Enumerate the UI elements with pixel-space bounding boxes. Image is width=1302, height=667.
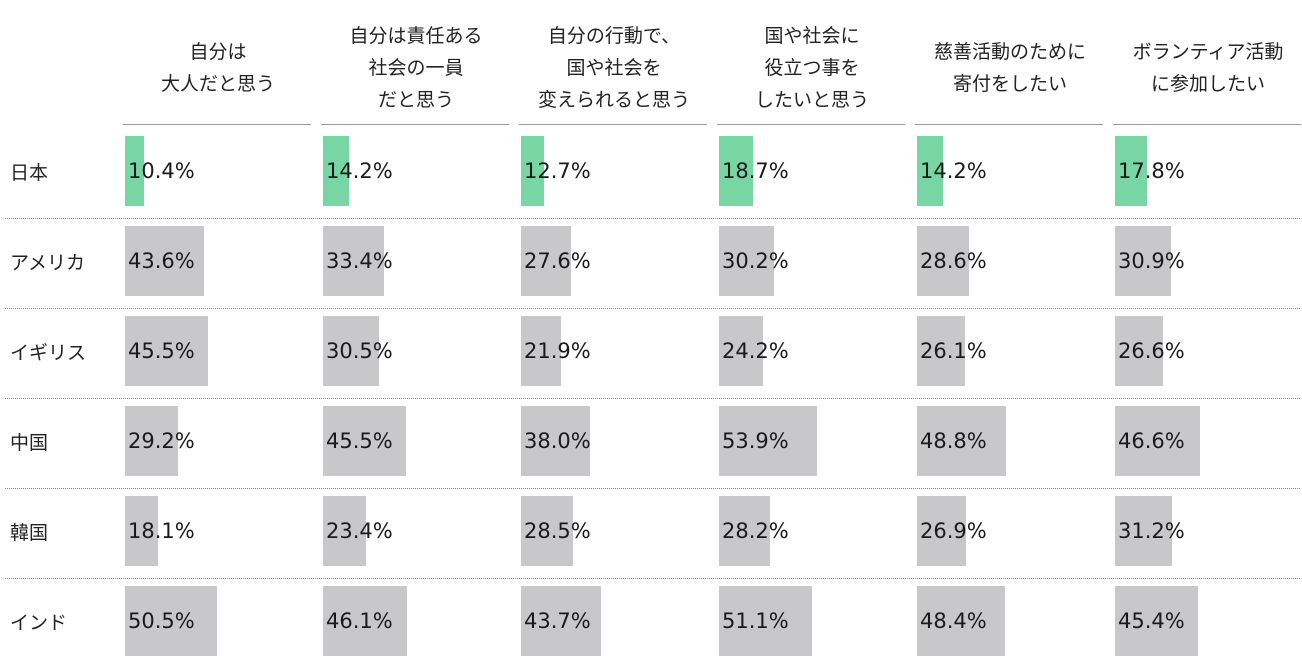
row-label: 中国 [10, 431, 49, 454]
data-label: 43.7% [524, 609, 591, 633]
column-header-rule [915, 124, 1103, 125]
bar [719, 136, 753, 206]
bar [719, 586, 812, 656]
data-label: 53.9% [722, 429, 789, 453]
data-label: 12.7% [524, 159, 591, 183]
data-label: 27.6% [524, 249, 591, 273]
data-label: 29.2% [128, 429, 195, 453]
data-label: 14.2% [326, 159, 393, 183]
bar [323, 316, 379, 386]
data-label: 18.1% [128, 519, 195, 543]
data-label: 45.5% [326, 429, 393, 453]
row-label: 韓国 [10, 521, 49, 544]
bar [1115, 406, 1200, 476]
column-header-rule [123, 124, 311, 125]
bar [917, 586, 1005, 656]
bar [323, 406, 406, 476]
data-label: 24.2% [722, 339, 789, 363]
bar [1115, 316, 1163, 386]
bar [125, 496, 158, 566]
bar [125, 316, 208, 386]
bar [521, 226, 571, 296]
bar [323, 496, 366, 566]
data-label: 45.5% [128, 339, 195, 363]
data-label: 31.2% [1118, 519, 1185, 543]
data-label: 46.6% [1118, 429, 1185, 453]
bar [917, 496, 966, 566]
bar [719, 316, 763, 386]
bar [1115, 496, 1172, 566]
bar [323, 136, 349, 206]
row-label: 日本 [10, 161, 49, 184]
row-label: インド [10, 611, 68, 634]
data-label: 30.2% [722, 249, 789, 273]
column-header-rule [321, 124, 509, 125]
data-label: 17.8% [1118, 159, 1185, 183]
data-label: 28.6% [920, 249, 987, 273]
bar [125, 586, 217, 656]
bar [125, 226, 204, 296]
bar [521, 586, 601, 656]
column-header: 国や社会に 役立つ事を したいと思う [754, 25, 869, 111]
column-header: 自分は 大人だと思う [160, 41, 275, 95]
column-header: 自分は責任ある 社会の一員 だと思う [349, 25, 483, 111]
row-separator [5, 218, 1300, 219]
column-header: ボランティア活動 に参加したい [1132, 41, 1284, 95]
row-label: アメリカ [10, 251, 86, 274]
data-label: 33.4% [326, 249, 393, 273]
column-header-rule [717, 124, 905, 125]
bar [125, 136, 144, 206]
bar [521, 406, 590, 476]
data-label: 10.4% [128, 159, 195, 183]
data-label: 14.2% [920, 159, 987, 183]
data-label: 43.6% [128, 249, 195, 273]
bar [1115, 226, 1171, 296]
row-separator [5, 488, 1300, 489]
data-label: 23.4% [326, 519, 393, 543]
data-label: 48.8% [920, 429, 987, 453]
bar [917, 316, 965, 386]
data-label: 46.1% [326, 609, 393, 633]
bar [125, 406, 178, 476]
row-separator [5, 578, 1300, 579]
row-label: イギリス [10, 341, 87, 364]
data-label: 30.5% [326, 339, 393, 363]
data-label: 51.1% [722, 609, 789, 633]
data-label: 26.6% [1118, 339, 1185, 363]
data-label: 48.4% [920, 609, 987, 633]
bar [521, 136, 544, 206]
data-label: 38.0% [524, 429, 591, 453]
data-label: 50.5% [128, 609, 195, 633]
data-label: 28.5% [524, 519, 591, 543]
data-label: 45.4% [1118, 609, 1185, 633]
bar [521, 316, 561, 386]
data-label: 21.9% [524, 339, 591, 363]
bar [719, 496, 770, 566]
data-label: 18.7% [722, 159, 789, 183]
bar [521, 496, 573, 566]
data-label: 26.1% [920, 339, 987, 363]
row-separator [5, 398, 1300, 399]
bar [323, 226, 384, 296]
bar [917, 226, 969, 296]
bar [719, 406, 817, 476]
column-header: 自分の行動で、 国や社会を 変えられると思う [537, 25, 690, 111]
bar [917, 406, 1006, 476]
column-header-rule [519, 124, 707, 125]
bar [719, 226, 774, 296]
data-label: 26.9% [920, 519, 987, 543]
data-label: 30.9% [1118, 249, 1185, 273]
column-header: 慈善活動のために 寄付をしたい [933, 41, 1086, 95]
bar [917, 136, 943, 206]
row-separator [5, 308, 1300, 309]
bar [1115, 586, 1198, 656]
data-label: 28.2% [722, 519, 789, 543]
bar [1115, 136, 1147, 206]
column-header-rule [1113, 124, 1301, 125]
bar [323, 586, 407, 656]
